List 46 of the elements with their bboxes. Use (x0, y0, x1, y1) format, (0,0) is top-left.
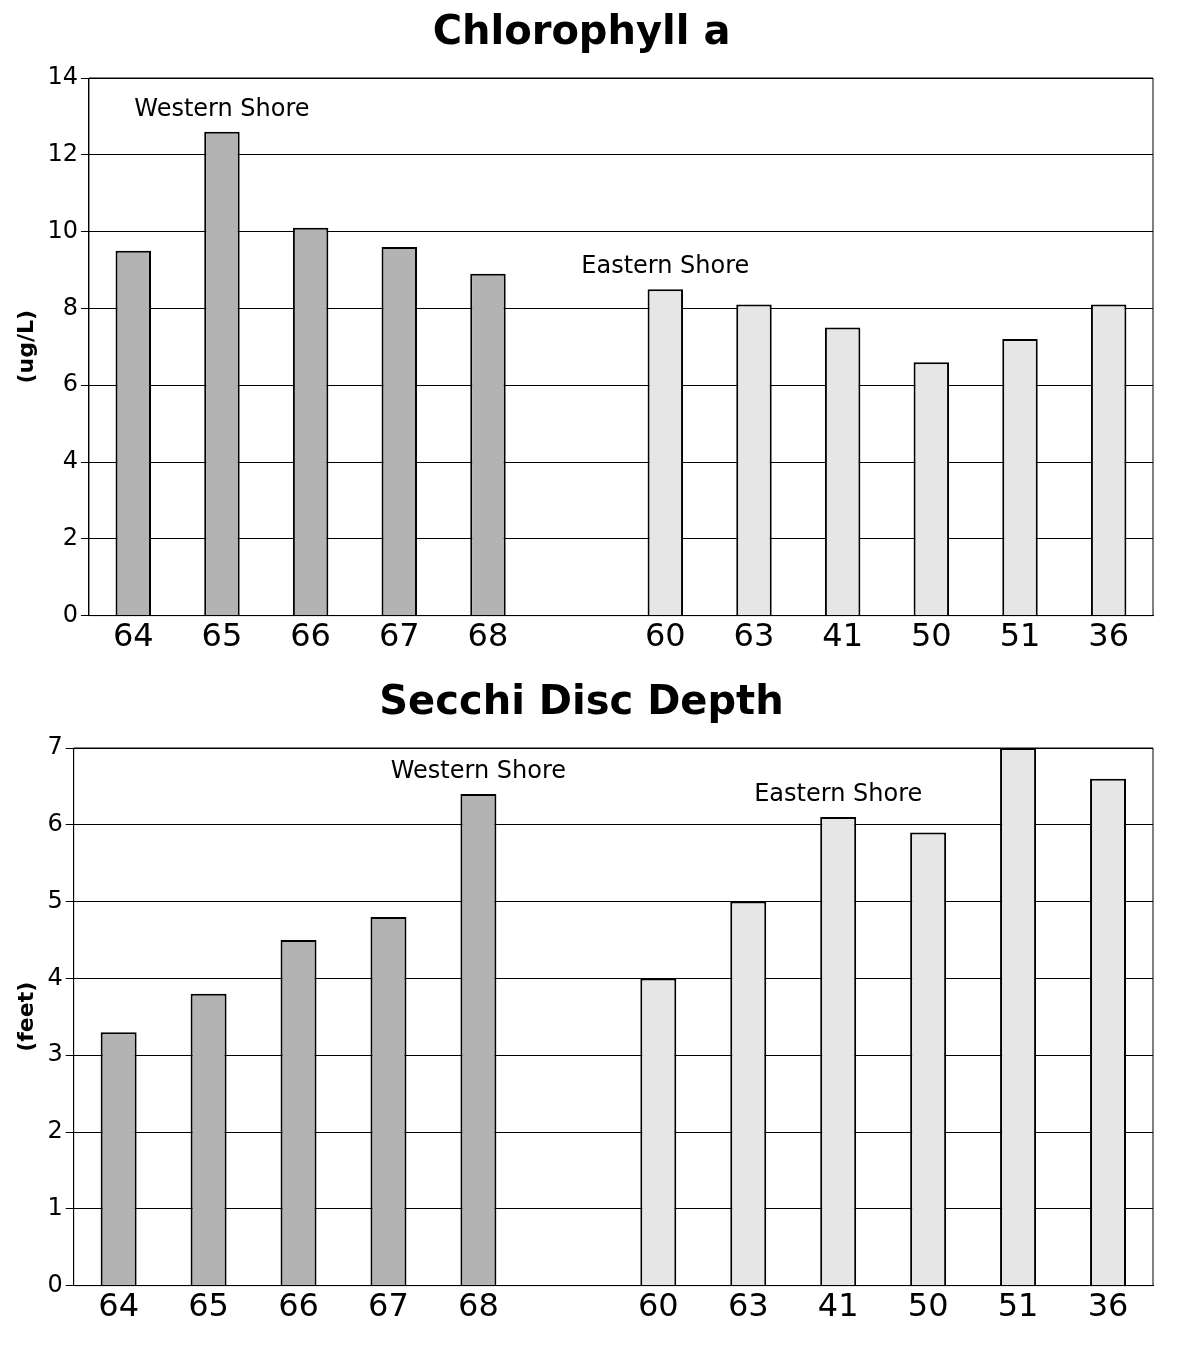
x-tick-label: 51 (997, 1286, 1039, 1325)
chart-title: Secchi Disc Depth (379, 677, 784, 724)
series-label: Western Shore (134, 93, 310, 122)
x-tick-label: 64 (112, 616, 154, 655)
y-tick-label: 7 (47, 732, 63, 761)
x-tick-label: 67 (378, 616, 420, 655)
x-tick-label: 36 (1088, 616, 1130, 655)
x-tick-label: 50 (910, 616, 952, 655)
y-tick-label: 14 (47, 62, 78, 91)
series-label: Eastern Shore (754, 779, 923, 808)
x-tick-label: 66 (290, 616, 331, 655)
x-tick-label: 60 (637, 1286, 679, 1325)
x-tick-label: 60 (644, 616, 686, 655)
series-label: Western Shore (390, 756, 567, 785)
y-tick-label: 1 (47, 1193, 63, 1222)
y-tick-label: 0 (47, 1269, 63, 1298)
x-tick-label: 64 (98, 1286, 139, 1325)
x-tick-label: 63 (727, 1286, 769, 1325)
x-tick-label: 68 (458, 1286, 499, 1325)
x-tick-label: 66 (278, 1286, 319, 1325)
y-tick-label: 4 (47, 962, 63, 991)
y-tick-label: 2 (62, 523, 78, 552)
x-tick-label: 67 (368, 1286, 409, 1325)
x-tick-label: 68 (467, 616, 509, 655)
y-tick-label: 6 (47, 809, 63, 838)
x-tick-label: 41 (817, 1286, 859, 1325)
y-tick-label: 4 (62, 446, 78, 475)
series-label: Eastern Shore (581, 251, 750, 280)
y-tick-label: 10 (47, 215, 78, 244)
y-tick-label: 3 (47, 1039, 63, 1068)
y-tick-label: 5 (47, 885, 63, 914)
y-tick-label: 0 (62, 599, 78, 628)
y-tick-label: 2 (47, 1116, 63, 1145)
y-axis-title: (feet) (12, 981, 38, 1052)
y-axis-title: (ug/L) (12, 310, 38, 384)
y-tick-label: 6 (62, 369, 78, 398)
chart-title: Chlorophyll a (432, 7, 731, 54)
x-tick-label: 36 (1087, 1286, 1129, 1325)
y-tick-label: 12 (47, 139, 78, 168)
x-tick-label: 50 (907, 1286, 949, 1325)
x-tick-label: 51 (999, 616, 1041, 655)
y-tick-label: 8 (62, 292, 78, 321)
x-tick-label: 65 (201, 616, 243, 655)
x-tick-label: 63 (733, 616, 775, 655)
x-tick-label: 65 (188, 1286, 229, 1325)
x-tick-label: 41 (822, 616, 864, 655)
